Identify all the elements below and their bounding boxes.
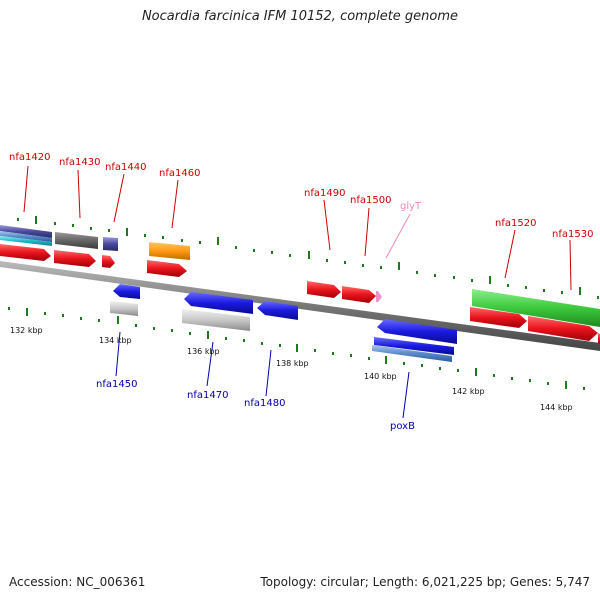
gene-feature-cyan [0,236,52,246]
gene-arrow-nfa1530 [528,316,598,341]
gene-label-nfa1430: nfa1430 [59,157,100,168]
label-leader-lines [23,165,572,419]
gene-feature-purple [0,225,52,238]
genome-backbone [0,261,600,351]
gene-feature-dark [55,232,98,249]
gene-label-nfa1520: nfa1520 [495,218,536,229]
scale-label-134: 134 kbp [99,336,132,345]
gene-feature-steel-band [372,345,452,362]
gene-label-poxB: poxB [390,421,415,432]
gene-arrow-nfa1470 [184,292,253,314]
upper-tick-track [17,216,599,299]
scale-label-142: 142 kbp [452,387,485,396]
gene-arrow-nfa1430 [54,250,96,267]
scale-label-136: 136 kbp [187,347,220,356]
gene-label-nfa1530: nfa1530 [552,229,593,240]
gene-label-glyT: glyT [400,201,422,212]
gene-arrow-nfa1440 [102,255,115,268]
gene-feature-grey-2 [182,309,250,331]
gene-feature-purple-small [103,237,118,251]
gene-label-nfa1490: nfa1490 [304,188,345,199]
genome-summary-text: Topology: circular; Length: 6,021,225 bp… [260,575,590,589]
scale-label-138: 138 kbp [276,359,309,368]
gene-arrow-nfa1500 [342,286,376,303]
scale-label-140: 140 kbp [364,372,397,381]
gene-arrow-nfa1460 [147,260,187,277]
gene-arrow-poxB [377,319,457,344]
gene-arrow-nfa1480 [257,301,298,320]
gene-arrow-nfa1490 [307,281,341,298]
gene-label-nfa1460: nfa1460 [159,168,200,179]
lower-gene-features [110,284,457,362]
gene-arrow-glyT [376,291,382,302]
gene-label-nfa1500: nfa1500 [350,195,391,206]
gene-arrow-nfa1520 [470,307,527,328]
gene-label-nfa1450: nfa1450 [96,379,137,390]
gene-feature-grey-1 [110,301,138,316]
scale-labels: 132 kbp 134 kbp 136 kbp 138 kbp 140 kbp … [10,326,573,412]
gene-arrow-nfa1420 [0,244,51,261]
gene-label-nfa1480: nfa1480 [244,398,285,409]
gene-feature-green [472,289,600,327]
gene-label-nfa1440: nfa1440 [105,162,146,173]
gene-feature-orange [149,242,190,260]
gene-arrow-nfa1450 [113,284,140,299]
gene-label-nfa1420: nfa1420 [9,152,50,163]
gene-labels: nfa1420 nfa1430 nfa1440 nfa1460 nfa1490 … [9,152,593,432]
map-title: Nocardia farcinica IFM 10152, complete g… [141,9,459,24]
lower-tick-track [8,307,585,390]
upper-gene-features [0,225,600,344]
scale-label-144: 144 kbp [540,403,573,412]
gene-label-nfa1470: nfa1470 [187,390,228,401]
gene-feature-blue-band [374,337,454,355]
scale-label-132: 132 kbp [10,326,43,335]
gene-feature-steel [0,231,52,242]
accession-text: Accession: NC_006361 [9,575,146,589]
